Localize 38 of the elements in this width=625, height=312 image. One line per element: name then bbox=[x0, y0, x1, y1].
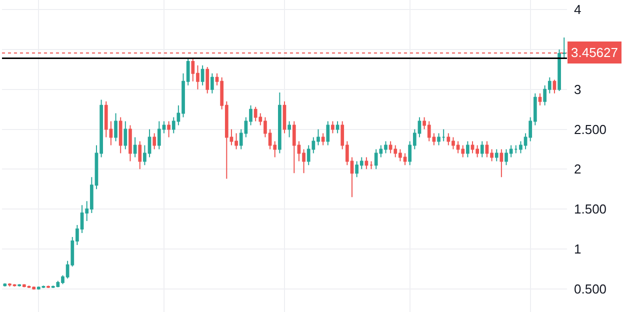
candlestick bbox=[124, 120, 128, 150]
candlestick bbox=[3, 282, 7, 287]
y-tick-label: 1 bbox=[574, 242, 582, 257]
y-tick-label: 0.500 bbox=[574, 281, 607, 296]
candlestick bbox=[210, 72, 214, 94]
candlestick bbox=[288, 120, 291, 138]
candlestick bbox=[128, 124, 132, 162]
candlestick bbox=[437, 132, 440, 146]
candlestick bbox=[466, 140, 470, 158]
candlestick bbox=[167, 120, 170, 138]
candlestick bbox=[321, 132, 325, 146]
candlestick bbox=[282, 100, 286, 134]
candlestick bbox=[118, 116, 122, 154]
y-tick-label: 1.500 bbox=[574, 202, 607, 217]
y-tick-label: 4 bbox=[574, 2, 582, 18]
candlestick bbox=[138, 140, 142, 170]
candlestick bbox=[364, 156, 368, 170]
candlestick bbox=[331, 120, 334, 134]
candlestick bbox=[278, 92, 282, 154]
ref-line-label: 3.45627 bbox=[571, 45, 618, 60]
candlestick bbox=[152, 132, 156, 150]
candlestick bbox=[552, 79, 556, 94]
candlestick bbox=[206, 66, 210, 94]
y-tick-label: 2.500 bbox=[574, 122, 607, 137]
candlestick bbox=[370, 160, 373, 170]
candlestick bbox=[480, 140, 484, 158]
candlestick bbox=[494, 148, 498, 162]
candlestick bbox=[500, 148, 504, 178]
candlestick bbox=[538, 92, 542, 106]
y-tick-label: 3 bbox=[574, 82, 582, 97]
candlestick bbox=[133, 136, 137, 158]
y-tick-label: 2 bbox=[574, 162, 582, 177]
candlestick bbox=[46, 285, 50, 289]
candlestick bbox=[200, 64, 204, 86]
candlestick bbox=[326, 120, 330, 146]
candlestick bbox=[114, 112, 118, 142]
candlestick bbox=[442, 128, 446, 142]
candlestick bbox=[336, 120, 340, 134]
